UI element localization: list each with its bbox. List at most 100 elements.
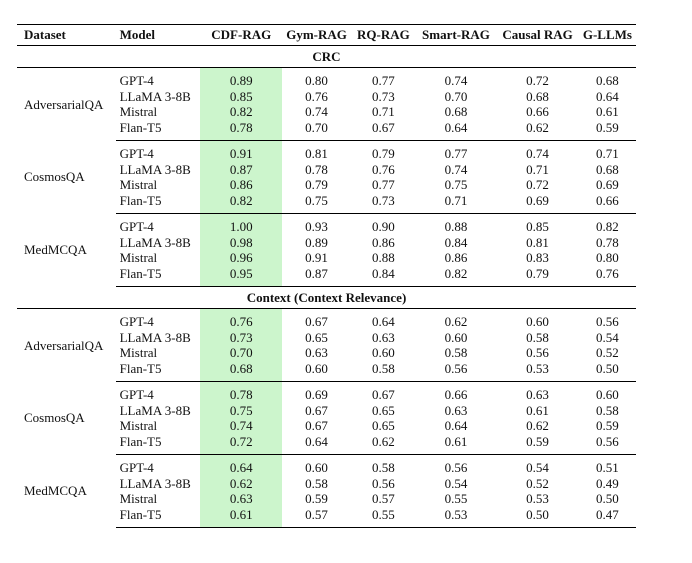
- table-row: LLaMA 3-8B 0.87 0.78 0.76 0.74 0.71 0.68: [17, 161, 636, 177]
- score-cell: 0.59: [305, 491, 328, 506]
- table-row: Mistral 0.86 0.79 0.77 0.75 0.72 0.69: [17, 177, 636, 193]
- header-gym-rag: Gym-RAG: [286, 27, 347, 43]
- score-cell: 0.67: [351, 119, 416, 141]
- model-cell: Flan-T5: [115, 506, 201, 528]
- model-cell: Mistral: [119, 345, 158, 360]
- score-cell: 0.67: [372, 387, 395, 402]
- header-smart-rag: Smart-RAG: [422, 27, 490, 43]
- score-cell: 0.74: [305, 104, 328, 119]
- table-row: Flan-T5 0.82 0.75 0.73 0.71 0.69 0.66: [17, 192, 636, 214]
- cdf-rag-score-cell: 0.61: [200, 506, 283, 528]
- cdf-rag-score-cell: 0.63: [200, 491, 283, 507]
- score-cell: 0.62: [526, 418, 549, 433]
- section-title: CRC: [17, 45, 636, 68]
- table-row: MedMCQA GPT-4 0.64 0.60 0.58 0.56 0.54 0.51: [17, 454, 636, 498]
- table-row: MedMCQA GPT-4 1.00 0.93 0.90 0.88 0.85 0.82: [17, 213, 636, 257]
- score-cell: 0.80: [305, 73, 328, 88]
- score-cell: 0.77: [444, 146, 468, 161]
- score-cell: 0.60: [444, 329, 468, 345]
- cdf-rag-score-cell: 0.86: [200, 177, 283, 193]
- score-cell: 0.52: [526, 475, 549, 491]
- cdf-rag-score-cell: 0.76: [200, 308, 283, 330]
- score-cell: 0.69: [305, 387, 328, 402]
- score-cell: 0.77: [372, 73, 395, 88]
- score-cell: 0.87: [282, 265, 352, 287]
- model-cell: Mistral: [119, 104, 158, 119]
- score-cell: 0.66: [578, 192, 636, 214]
- cdf-rag-score-cell: 0.91: [200, 140, 283, 162]
- table-row: Flan-T5 0.68 0.60 0.58 0.56 0.53 0.50: [17, 360, 636, 382]
- score-cell: 0.71: [596, 146, 619, 161]
- score-cell: 0.71: [415, 192, 497, 214]
- table-row: CosmosQA GPT-4 0.91 0.81 0.79 0.77 0.74 0.71: [17, 140, 636, 184]
- score-cell: 0.63: [526, 387, 549, 402]
- score-cell: 0.89: [305, 234, 328, 250]
- score-cell: 0.81: [526, 234, 549, 250]
- score-cell: 0.53: [415, 506, 497, 528]
- score-cell: 0.54: [526, 460, 549, 475]
- score-cell: 0.80: [596, 250, 619, 265]
- model-cell: LLaMA 3-8B: [119, 88, 191, 104]
- score-cell: 0.57: [282, 506, 352, 528]
- model-cell: Mistral: [119, 250, 158, 265]
- header-row: Dataset Model CDF-RAG Gym-RAG RQ-RAG Sma…: [17, 24, 636, 46]
- cdf-rag-score-cell: 0.82: [200, 104, 283, 120]
- score-cell: 0.83: [526, 250, 549, 265]
- score-cell: 0.68: [444, 104, 468, 119]
- score-cell: 0.79: [496, 265, 579, 287]
- score-cell: 0.51: [596, 460, 619, 475]
- score-cell: 0.59: [596, 418, 619, 433]
- score-cell: 0.76: [578, 265, 636, 287]
- score-cell: 0.61: [415, 433, 497, 455]
- score-cell: 0.58: [305, 475, 328, 491]
- score-cell: 0.55: [351, 506, 416, 528]
- table-row: Flan-T5 0.61 0.57 0.55 0.53 0.50 0.47: [17, 506, 636, 528]
- model-cell: LLaMA 3-8B: [119, 329, 191, 345]
- score-cell: 0.78: [596, 234, 619, 250]
- score-cell: 0.64: [596, 88, 619, 104]
- dataset-cell: MedMCQA: [24, 483, 87, 499]
- cdf-rag-score-cell: 0.89: [200, 67, 283, 89]
- score-cell: 0.75: [444, 177, 468, 192]
- cdf-rag-score-cell: 0.62: [200, 475, 283, 491]
- cdf-rag-score-cell: 1.00: [200, 213, 283, 235]
- score-cell: 0.65: [372, 418, 395, 433]
- cdf-rag-score-cell: 0.70: [200, 345, 283, 361]
- score-cell: 0.88: [372, 250, 395, 265]
- score-cell: 0.54: [444, 475, 468, 491]
- table-row: LLaMA 3-8B 0.73 0.65 0.63 0.60 0.58 0.54: [17, 329, 636, 345]
- model-cell: GPT-4: [119, 387, 154, 402]
- score-cell: 0.69: [596, 177, 619, 192]
- table-row: LLaMA 3-8B 0.85 0.76 0.73 0.70 0.68 0.64: [17, 88, 636, 104]
- score-cell: 0.68: [596, 161, 619, 177]
- score-cell: 0.64: [444, 418, 468, 433]
- score-cell: 0.88: [444, 219, 468, 234]
- cdf-rag-score-cell: 0.74: [200, 418, 283, 434]
- score-cell: 0.76: [305, 88, 328, 104]
- model-cell: GPT-4: [119, 146, 154, 161]
- results-table: Dataset Model CDF-RAG Gym-RAG RQ-RAG Sma…: [17, 24, 636, 528]
- score-cell: 0.74: [444, 161, 468, 177]
- score-cell: 0.74: [526, 146, 549, 161]
- score-cell: 0.50: [496, 506, 579, 528]
- score-cell: 0.64: [282, 433, 352, 455]
- cdf-rag-score-cell: 0.95: [200, 265, 283, 287]
- score-cell: 0.56: [415, 360, 497, 382]
- section-header-row: CRC: [17, 45, 636, 68]
- score-cell: 0.54: [596, 329, 619, 345]
- cdf-rag-score-cell: 0.72: [200, 433, 283, 455]
- score-cell: 0.70: [444, 88, 468, 104]
- score-cell: 0.62: [351, 433, 416, 455]
- score-cell: 0.64: [372, 314, 395, 329]
- score-cell: 0.71: [526, 161, 549, 177]
- section-header-row: Context (Context Relevance): [17, 286, 636, 309]
- score-cell: 0.60: [282, 360, 352, 382]
- model-cell: GPT-4: [119, 73, 154, 88]
- header-causal-rag: Causal RAG: [502, 27, 573, 43]
- score-cell: 0.85: [526, 219, 549, 234]
- score-cell: 0.79: [305, 177, 328, 192]
- header-g-llms: G-LLMs: [582, 27, 632, 43]
- table-row: Mistral 0.70 0.63 0.60 0.58 0.56 0.52: [17, 345, 636, 361]
- model-cell: Flan-T5: [115, 433, 201, 455]
- table-row: Mistral 0.96 0.91 0.88 0.86 0.83 0.80: [17, 250, 636, 266]
